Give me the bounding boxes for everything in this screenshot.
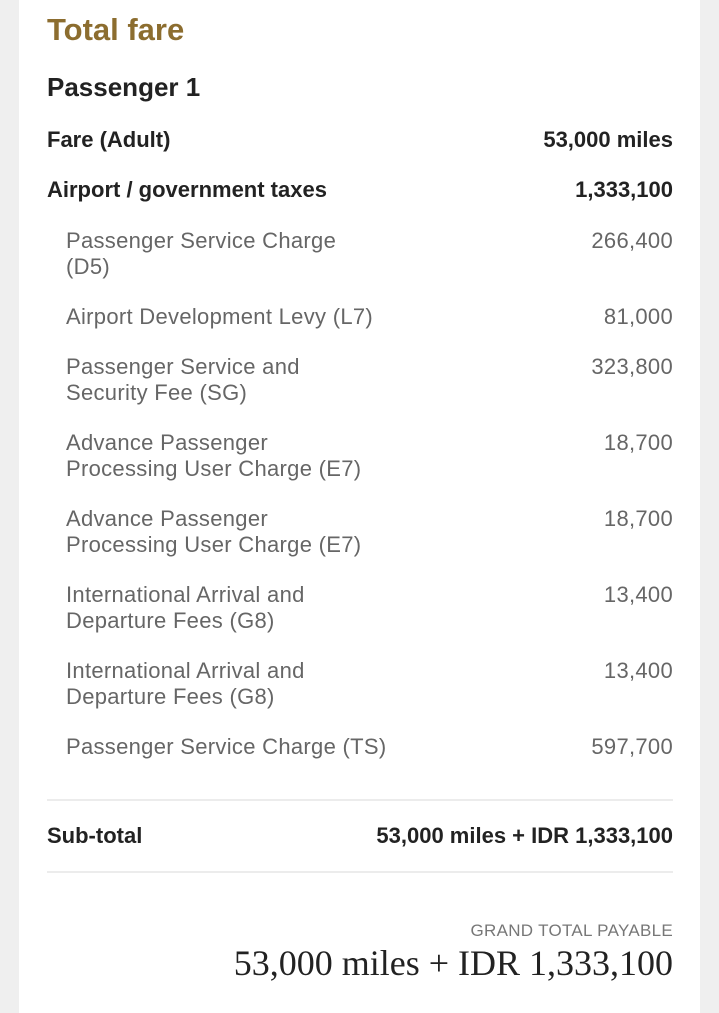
tax-item-label: Airport Development Levy (L7) [66, 304, 373, 330]
tax-item: Advance Passenger Processing User Charge … [66, 506, 673, 558]
taxes-value: 1,333,100 [575, 177, 673, 202]
tax-item-value: 13,400 [603, 658, 673, 683]
subtotal-row: Sub-total 53,000 miles + IDR 1,333,100 [47, 823, 673, 849]
label-line: Advance Passenger [66, 506, 269, 531]
tax-item: Airport Development Levy (L7) 81,000 [66, 304, 673, 330]
label-line: Passenger Service Charge (TS) [66, 734, 387, 759]
label-line: (D5) [66, 254, 110, 279]
label-line: International Arrival and [66, 582, 305, 607]
tax-items: Passenger Service Charge (D5) 266,400 Airpo… [66, 228, 673, 784]
tax-item-value: 18,700 [603, 430, 673, 455]
tax-item: International Arrival and Departure Fees … [66, 658, 673, 710]
label-line: Security Fee (SG) [66, 380, 248, 405]
tax-item-label: Advance Passenger Processing User Charge … [66, 430, 361, 482]
tax-item: International Arrival and Departure Fees … [66, 582, 673, 634]
grand-total-value: 53,000 miles + IDR 1,333,100 [233, 943, 673, 983]
grand-total-label: Grand total payable [470, 921, 673, 940]
label-line: Passenger Service Charge [66, 228, 337, 253]
tax-item: Passenger Service Charge (TS) 597,700 [66, 734, 673, 760]
label-line: Passenger Service and [66, 354, 300, 379]
taxes-label: Airport / government taxes [47, 177, 327, 202]
passenger-heading: Passenger 1 [47, 72, 201, 102]
tax-item: Advance Passenger Processing User Charge … [66, 430, 673, 482]
tax-item: Passenger Service and Security Fee (SG) 32… [66, 354, 673, 406]
tax-item-label: Passenger Service Charge (TS) [66, 734, 387, 760]
label-line: Advance Passenger [66, 430, 269, 455]
tax-item-value: 597,700 [591, 734, 673, 759]
subtotal-label: Sub-total [47, 823, 143, 848]
tax-item-label: Passenger Service Charge (D5) [66, 228, 336, 280]
tax-item: Passenger Service Charge (D5) 266,400 [66, 228, 673, 280]
tax-item-label: Passenger Service and Security Fee (SG) [66, 354, 300, 406]
fare-label: Fare (Adult) [47, 127, 171, 152]
label-line: Processing User Charge (E7) [66, 456, 362, 481]
fare-value: 53,000 miles [543, 127, 673, 152]
divider [47, 799, 673, 801]
tax-item-value: 323,800 [591, 354, 673, 379]
label-line: International Arrival and [66, 658, 305, 683]
tax-item-label: International Arrival and Departure Fees … [66, 582, 305, 634]
tax-item-label: International Arrival and Departure Fees … [66, 658, 305, 710]
tax-item-value: 18,700 [603, 506, 673, 531]
title: Total fare [47, 12, 185, 47]
taxes-row: Airport / government taxes 1,333,100 [47, 177, 673, 203]
tax-item-value: 266,400 [591, 228, 673, 253]
divider [47, 871, 673, 873]
tax-item-value: 81,000 [603, 304, 673, 329]
label-line: Processing User Charge (E7) [66, 532, 362, 557]
tax-item-label: Advance Passenger Processing User Charge … [66, 506, 361, 558]
subtotal-value: 53,000 miles + IDR 1,333,100 [376, 823, 673, 848]
tax-item-value: 13,400 [603, 582, 673, 607]
fare-card: Total fare Passenger 1 Fare (Adult) 53,0… [19, 0, 700, 1013]
fare-row: Fare (Adult) 53,000 miles [47, 127, 673, 153]
label-line: Airport Development Levy (L7) [66, 304, 374, 329]
label-line: Departure Fees (G8) [66, 608, 275, 633]
label-line: Departure Fees (G8) [66, 684, 275, 709]
